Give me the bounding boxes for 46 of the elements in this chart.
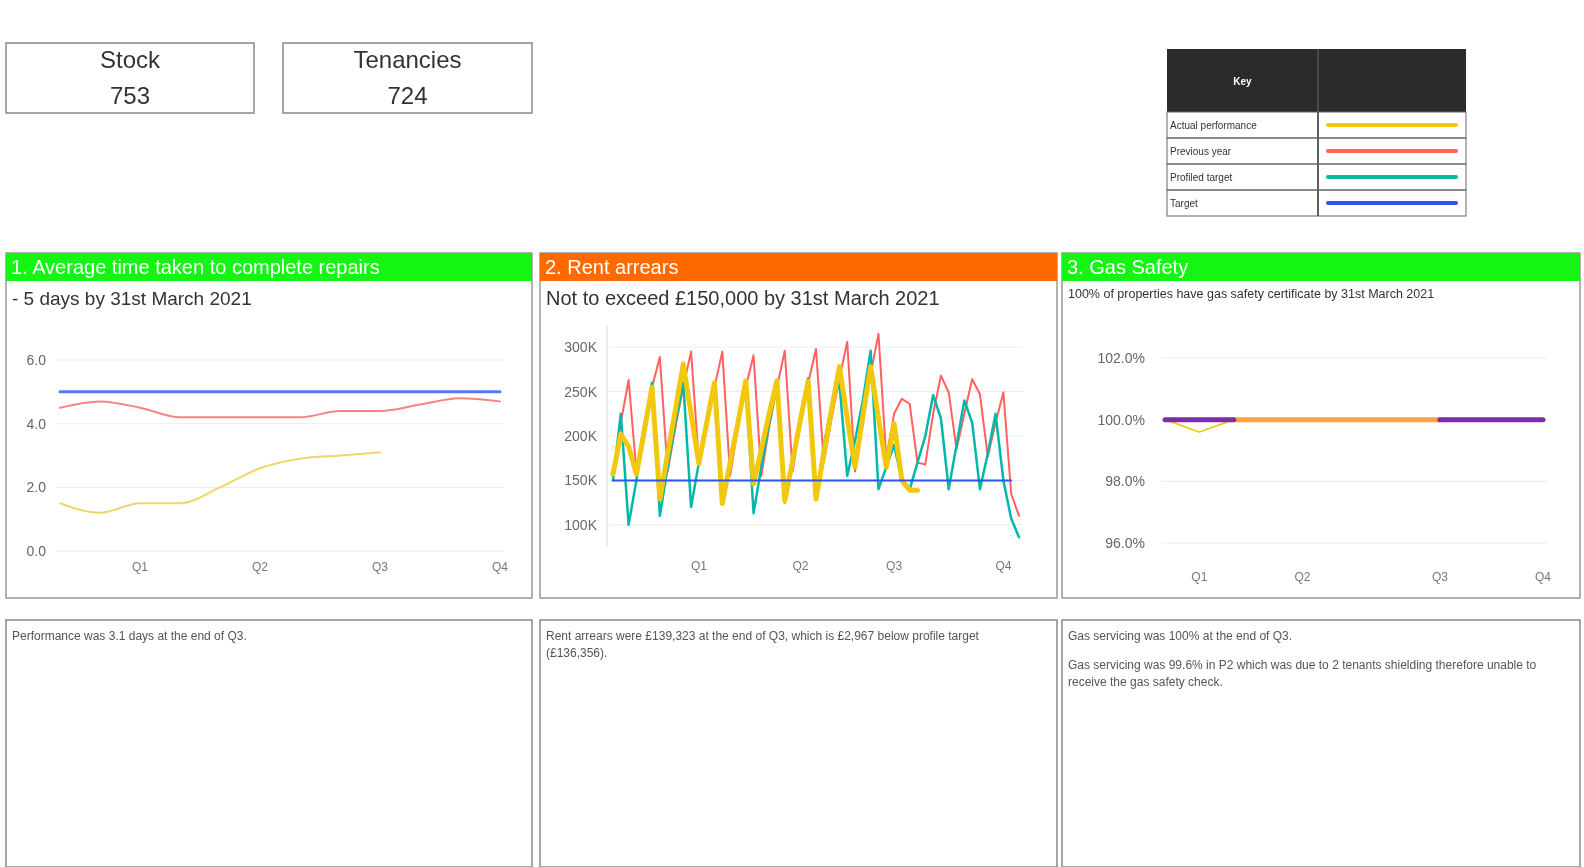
text: Tenancies: [353, 46, 462, 73]
category-label: Actual performance: [1170, 120, 1258, 131]
chart-subtitle: - 5 days by 31st March 2021: [12, 288, 252, 309]
text: Key: [1233, 75, 1253, 87]
y-tick-label: 102.0%: [1097, 350, 1145, 366]
x-tick-label: Q2: [792, 559, 809, 573]
y-tick-label: 150K: [564, 472, 598, 489]
category-label: Target: [1170, 198, 1199, 209]
chart-title: 2. Rent arrears: [545, 256, 679, 278]
y-tick-label: 98.0%: [1105, 473, 1145, 490]
x-tick-label: Q4: [491, 560, 509, 574]
text: Rent arrears were £139,323 at the end of Q3, which is £2,967 below profile target (£136,356).: [546, 629, 980, 660]
y-tick-label: 200K: [564, 428, 598, 444]
line-series: [59, 451, 381, 514]
chart-title: 1. Average time taken to complete repairs: [11, 256, 380, 278]
text: Performance was 3.1 days at the end of Q3.: [12, 629, 247, 643]
category-label: Previous year: [1170, 146, 1232, 157]
chart-subtitle: Not to exceed £150,000 by 31st March 2021: [546, 287, 940, 309]
category-label: Profiled target: [1170, 172, 1233, 183]
x-tick-label: Q1: [690, 559, 708, 573]
y-tick-label: 100K: [564, 516, 598, 533]
text: 724: [387, 82, 428, 109]
text: Gas servicing was 100% at the end of Q3.: [1068, 629, 1293, 643]
x-tick-label: Q4: [1534, 570, 1552, 584]
y-tick-label: 4.0: [26, 415, 47, 432]
chart-title: 3. Gas Safety: [1067, 256, 1189, 278]
text: 753: [109, 82, 151, 109]
y-tick-label: 300K: [564, 339, 598, 356]
x-tick-label: Q3: [886, 559, 903, 573]
x-tick-label: Q2: [1294, 570, 1311, 584]
x-tick-label: Q2: [251, 560, 269, 574]
chart-subtitle: 100% of properties have gas safety certificate by 31st March 2021: [1068, 287, 1435, 301]
x-tick-label: Q4: [995, 559, 1012, 573]
x-tick-label: Q3: [1431, 570, 1449, 584]
text: Stock: [99, 46, 162, 73]
y-tick-label: 96.0%: [1105, 535, 1145, 551]
y-tick-label: 0.0: [26, 543, 47, 559]
text: Gas servicing was 99.6% in P2 which was due to 2 tenants shielding therefore unable to receive the gas safety check.: [1068, 658, 1537, 689]
y-tick-label: 2.0: [26, 479, 47, 496]
x-tick-label: Q3: [371, 560, 389, 574]
x-tick-label: Q1: [131, 560, 149, 574]
line-series: [59, 397, 501, 419]
y-tick-label: 250K: [564, 383, 598, 400]
y-tick-label: 100.0%: [1097, 411, 1145, 428]
y-tick-label: 6.0: [26, 352, 47, 368]
x-tick-label: Q1: [1191, 570, 1208, 584]
